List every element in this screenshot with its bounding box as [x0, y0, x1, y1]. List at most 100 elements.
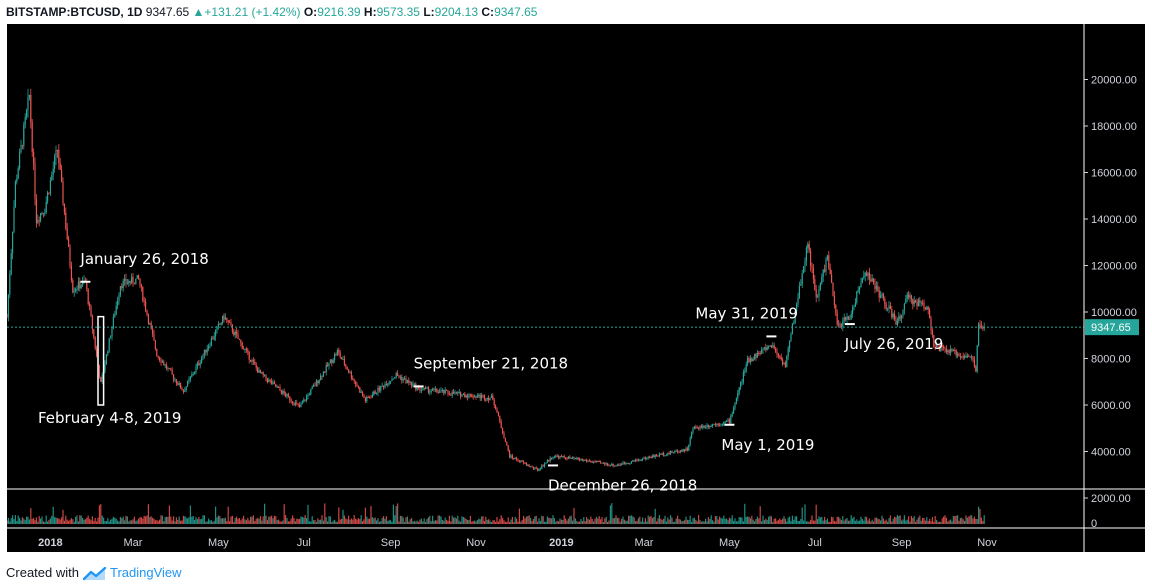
- volume-bar: [948, 520, 950, 524]
- candle-body: [607, 463, 609, 466]
- candle-body: [787, 348, 789, 356]
- candle-body: [717, 423, 719, 425]
- footer-brand[interactable]: TradingView: [110, 565, 182, 580]
- candle-body: [273, 382, 275, 384]
- volume-bar: [297, 519, 299, 524]
- candle-body: [682, 449, 684, 452]
- volume-bar: [826, 518, 828, 524]
- candle-body: [538, 468, 540, 471]
- volume-bar: [905, 520, 907, 524]
- candle-body: [464, 393, 466, 398]
- candle-body: [236, 331, 238, 335]
- annotation-marker: [97, 315, 105, 406]
- volume-bar: [524, 518, 526, 524]
- candle-body: [621, 464, 623, 466]
- volume-bar: [768, 516, 770, 524]
- candle-body: [418, 386, 420, 388]
- candle-body: [433, 388, 435, 390]
- volume-bar: [98, 505, 100, 524]
- candle-body: [205, 349, 207, 353]
- volume-bar: [850, 515, 852, 524]
- volume-bar: [846, 517, 848, 524]
- candle-body: [929, 309, 931, 319]
- candle-body: [870, 279, 872, 282]
- candle-body: [968, 355, 970, 357]
- candle-body: [306, 396, 308, 401]
- volume-bar: [56, 518, 58, 524]
- volume-bar: [735, 521, 737, 524]
- candle-body: [875, 286, 877, 289]
- candle-body: [941, 346, 943, 348]
- candle-body: [420, 389, 422, 391]
- volume-bar: [117, 520, 119, 524]
- candle-body: [854, 302, 856, 307]
- price-axis[interactable]: 20000.00 18000.00 16000.00 14000.00 12000.00…: [1084, 75, 1137, 506]
- candle-body: [600, 461, 602, 463]
- volume-bar: [919, 515, 921, 524]
- candle-body: [339, 352, 341, 358]
- candle-body: [601, 462, 603, 464]
- candle-body: [378, 387, 380, 391]
- candle-body: [447, 390, 449, 394]
- volume-bar: [443, 520, 445, 524]
- candle-body: [791, 323, 793, 334]
- volume-bar: [570, 515, 572, 524]
- candle-body: [244, 348, 246, 350]
- volume-bar: [159, 519, 161, 524]
- volume-bar: [671, 517, 673, 524]
- candle-body: [705, 427, 707, 429]
- volume-bar: [55, 517, 57, 524]
- volume-bar: [509, 521, 511, 524]
- volume-bar: [73, 521, 75, 524]
- volume-bar: [549, 518, 551, 524]
- volume-bar: [306, 517, 308, 524]
- volume-bar: [964, 520, 966, 524]
- candle-body: [313, 385, 315, 387]
- candle-body: [595, 460, 597, 463]
- volume-bar: [160, 515, 162, 524]
- volume-bar: [420, 518, 422, 524]
- volume-bar: [815, 504, 817, 524]
- candle-body: [980, 325, 982, 328]
- volume-bar: [742, 521, 744, 524]
- candle-body: [804, 261, 806, 267]
- volume-bar: [467, 519, 469, 524]
- volume-bar: [206, 521, 208, 524]
- price-chart[interactable]: January 26, 2018 February 4-8, 2019 Septem…: [7, 24, 1145, 552]
- candle-body: [79, 281, 81, 289]
- volume-bar: [475, 521, 477, 524]
- volume-bar: [808, 521, 810, 524]
- volume-bar: [40, 518, 42, 524]
- candle-body: [609, 465, 611, 467]
- volume-bar: [525, 516, 527, 524]
- candle-body: [745, 364, 747, 372]
- x-tick-label: May: [208, 537, 229, 549]
- volume-bar: [79, 515, 81, 524]
- candle-body: [664, 454, 666, 456]
- time-axis[interactable]: 2018 Mar May Jul Sep Nov 2019 Mar May Jul Sep Nov: [38, 537, 997, 549]
- volume-bar: [150, 516, 152, 524]
- candle-body: [654, 454, 656, 458]
- candle-body: [325, 365, 327, 373]
- volume-bar: [810, 519, 812, 524]
- candle-body: [783, 362, 785, 365]
- volume-bar: [849, 520, 851, 524]
- volume-bar: [874, 517, 876, 524]
- volume-bar: [111, 518, 113, 524]
- volume-bar: [401, 515, 403, 524]
- candle-body: [926, 306, 928, 310]
- candle-body: [716, 423, 718, 425]
- candle-body: [324, 371, 326, 373]
- volume-bar: [693, 517, 695, 524]
- candle-body: [86, 281, 88, 289]
- volume-bar: [966, 517, 968, 524]
- volume-bar: [696, 521, 698, 524]
- y-tick-label: 12000.00: [1091, 261, 1137, 273]
- volume-bar: [604, 518, 606, 524]
- candle-body: [187, 380, 189, 387]
- volume-bar: [698, 515, 700, 524]
- volume-bar: [734, 518, 736, 524]
- volume-bar: [213, 520, 215, 524]
- volume-bar: [782, 518, 784, 524]
- volume-bar: [82, 517, 84, 524]
